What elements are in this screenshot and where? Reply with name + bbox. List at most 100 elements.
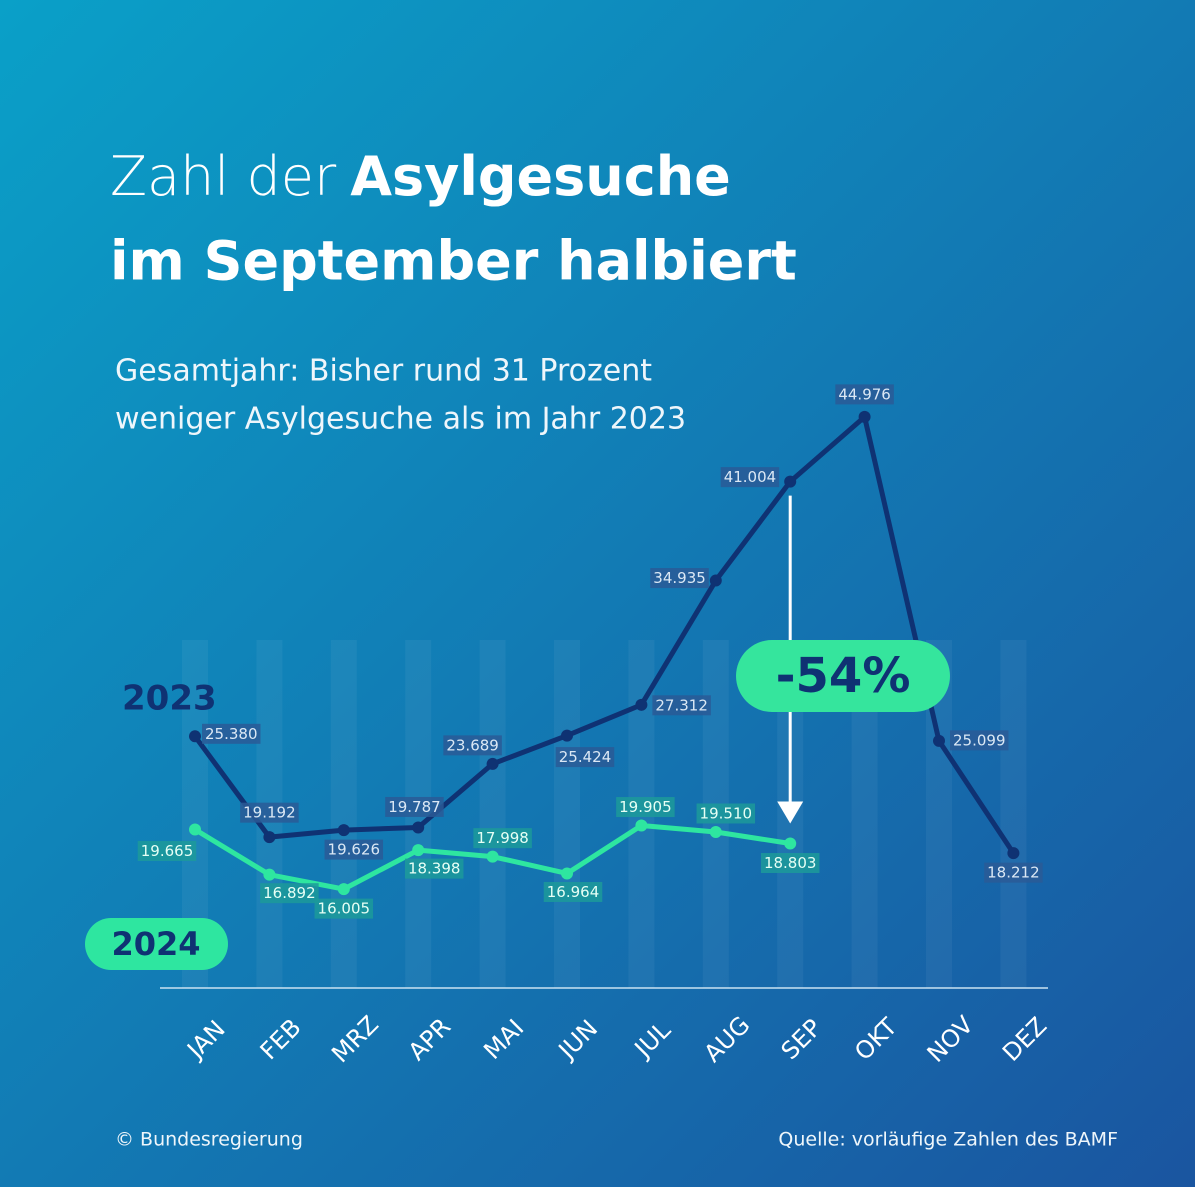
data-label-text: 25.380 (205, 725, 258, 743)
label-bg (137, 840, 197, 861)
point (635, 819, 648, 832)
data-label-text: 27.312 (655, 696, 708, 714)
point (561, 867, 573, 880)
data-label: 16.005 (314, 898, 374, 919)
label-bg (950, 730, 1009, 751)
label-bg (473, 828, 532, 849)
point (709, 574, 722, 587)
point (337, 824, 350, 837)
footer: Quelle: vorläufige Zahlen des BAMF (778, 1129, 1118, 1151)
label-bg (543, 881, 603, 902)
point (263, 868, 276, 881)
label-bg (443, 735, 502, 756)
label-bg (202, 723, 261, 744)
label-bg (324, 839, 384, 860)
data-label-text: 19.510 (700, 804, 753, 822)
data-label: 19.626 (324, 839, 384, 860)
label-bg (260, 883, 319, 904)
data-label-text: 19.787 (388, 798, 441, 816)
annotation-pill (736, 640, 950, 712)
label-bg (652, 695, 711, 716)
label-bg (720, 467, 780, 488)
data-label: 25.099 (950, 730, 1009, 751)
legend-label: 2023 (122, 679, 217, 719)
point (189, 823, 201, 836)
data-label-text: 25.424 (559, 748, 612, 766)
data-label: 34.935 (650, 568, 709, 589)
data-label-text: 23.689 (446, 736, 499, 754)
label-bg (984, 862, 1043, 883)
column (479, 640, 506, 988)
data-label-text: 18.398 (408, 860, 461, 878)
data-label: 19.905 (616, 797, 675, 818)
data-label: 18.398 (404, 858, 464, 879)
data-label: 16.964 (543, 881, 603, 902)
point (933, 734, 945, 747)
label-bg (760, 853, 820, 874)
data-label-text: 19.626 (328, 841, 381, 859)
label-bg (240, 802, 299, 823)
data-label: 23.689 (443, 735, 502, 756)
data-label-text: 19.905 (619, 798, 672, 816)
point (709, 825, 722, 838)
chart-title: Zahl der Asylgesuche (110, 145, 731, 208)
data-label-text: 19.665 (141, 842, 194, 860)
point (263, 831, 276, 844)
data-label: 19.510 (696, 803, 756, 824)
subtitle: weniger Asylgesuche als im Jahr 2023 (115, 402, 686, 437)
point (486, 850, 499, 863)
column (1000, 640, 1027, 988)
point (337, 883, 350, 896)
point (784, 475, 797, 488)
data-label: 19.787 (385, 796, 444, 817)
data-label: 18.212 (984, 862, 1043, 883)
data-label-text: 41.004 (724, 468, 777, 486)
label-bg (616, 797, 675, 818)
data-label-text: 44.976 (838, 385, 891, 403)
line (192, 414, 1016, 855)
column (554, 640, 580, 988)
subtitle: Gesamtjahr: Bisher rund 31 Prozent (115, 354, 652, 389)
point (189, 730, 201, 743)
data-label-text: 18.212 (987, 864, 1040, 882)
data-label-text: 16.964 (547, 883, 600, 901)
label-bg (555, 747, 615, 768)
point (412, 821, 425, 834)
data-label-text: 17.998 (476, 829, 529, 847)
point (1007, 847, 1020, 860)
point (486, 757, 499, 770)
data-label-text: 16.005 (318, 900, 371, 918)
data-label: 19.192 (240, 802, 299, 823)
data-label: 44.976 (835, 384, 894, 405)
data-label: 18.803 (760, 853, 820, 874)
data-label: 25.424 (555, 747, 615, 768)
data-label: 16.892 (260, 883, 319, 904)
label-bg (385, 796, 444, 817)
legend-label: 2024 (111, 925, 200, 963)
data-label: 25.380 (202, 723, 261, 744)
point (858, 410, 871, 423)
label-bg (650, 568, 709, 589)
label-bg (404, 858, 464, 879)
data-label: 27.312 (652, 695, 711, 716)
label-bg (314, 898, 374, 919)
point (784, 837, 797, 850)
label-bg (696, 803, 756, 824)
column (330, 640, 357, 988)
data-label: 41.004 (720, 467, 780, 488)
data-label: 17.998 (473, 828, 532, 849)
point (635, 698, 648, 711)
arrow-head (777, 801, 804, 824)
point (412, 844, 425, 857)
data-label-text: 18.803 (764, 854, 817, 872)
legend-pill (85, 918, 228, 970)
data-label-text: 25.099 (953, 731, 1006, 749)
data-label-text: 34.935 (653, 569, 706, 587)
point (561, 729, 573, 742)
data-label-text: 19.192 (243, 804, 296, 822)
annotation: -54% (776, 648, 911, 704)
data-label: 19.665 (137, 840, 197, 861)
footer: © Bundesregierung (115, 1129, 303, 1151)
